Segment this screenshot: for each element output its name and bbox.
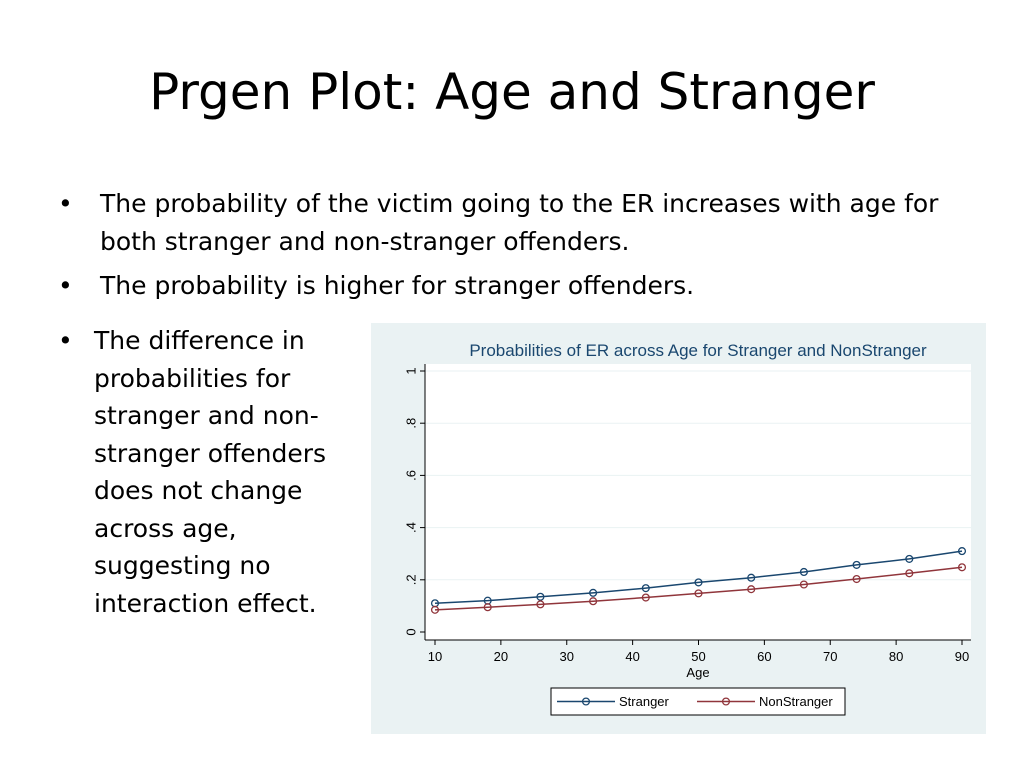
data-point-stranger [747, 573, 756, 582]
data-point-nonstranger [747, 585, 756, 594]
data-point-nonstranger [852, 574, 861, 584]
bullet-text: The probability of the victim going to t… [100, 189, 939, 256]
series-line-stranger [434, 550, 963, 605]
legend-label-stranger: Stranger [619, 694, 670, 709]
data-point-nonstranger [799, 580, 808, 589]
series-line-nonstranger [434, 566, 963, 611]
x-tick-label: 30 [560, 649, 574, 664]
x-tick-label: 80 [889, 649, 903, 664]
x-tick-label: 50 [691, 649, 705, 664]
y-tick-label: 0 [404, 628, 419, 635]
data-point-nonstranger [589, 597, 598, 606]
chart-panel: Probabilities of ER across Age for Stran… [371, 323, 986, 734]
bullet-list: • The probability of the victim going to… [58, 185, 978, 311]
side-bullet: • The difference in probabilities for st… [58, 322, 348, 622]
data-point-nonstranger [536, 600, 545, 609]
data-point-nonstranger [905, 569, 914, 578]
data-point-nonstranger [430, 605, 440, 614]
data-point-stranger [799, 567, 808, 577]
bullet-item: • The probability is higher for stranger… [58, 267, 978, 305]
bullet-text: The probability is higher for stranger o… [100, 271, 695, 300]
x-axis-label: Age [686, 665, 709, 680]
data-point-stranger [589, 588, 598, 597]
side-bullet-text: The difference in probabilities for stra… [94, 326, 327, 618]
x-tick-label: 60 [757, 649, 771, 664]
chart-title: Probabilities of ER across Age for Stran… [469, 341, 927, 360]
x-tick-label: 20 [494, 649, 508, 664]
data-point-stranger [957, 547, 967, 556]
bullet-marker: • [58, 271, 73, 300]
x-tick-label: 40 [625, 649, 639, 664]
slide-title: Prgen Plot: Age and Stranger [149, 63, 875, 121]
data-point-nonstranger [641, 593, 650, 602]
x-tick-label: 70 [823, 649, 837, 664]
data-point-stranger [641, 584, 650, 593]
bullet-marker: • [58, 326, 73, 355]
bullet-item: • The probability of the victim going to… [58, 185, 978, 261]
x-tick-label: 90 [955, 649, 969, 664]
data-point-nonstranger [694, 589, 703, 598]
data-point-stranger [905, 554, 914, 563]
y-tick-label: .4 [404, 522, 419, 533]
legend-key-nonstranger-marker [721, 697, 731, 706]
bullet-marker: • [58, 189, 73, 218]
legend-key-stranger-marker [581, 697, 591, 706]
data-point-stranger [852, 560, 861, 569]
data-point-stranger [694, 578, 703, 587]
y-tick-label: .2 [404, 574, 419, 585]
data-point-nonstranger [483, 603, 492, 612]
data-point-nonstranger [957, 563, 967, 572]
y-tick-label: .8 [404, 418, 419, 429]
x-tick-label: 10 [428, 649, 442, 664]
line-chart: Probabilities of ER across Age for Stran… [404, 341, 971, 716]
data-point-stranger [536, 592, 545, 601]
y-tick-label: .6 [404, 470, 419, 481]
legend-label-nonstranger: NonStranger [759, 694, 833, 709]
y-tick-label: 1 [404, 367, 419, 374]
